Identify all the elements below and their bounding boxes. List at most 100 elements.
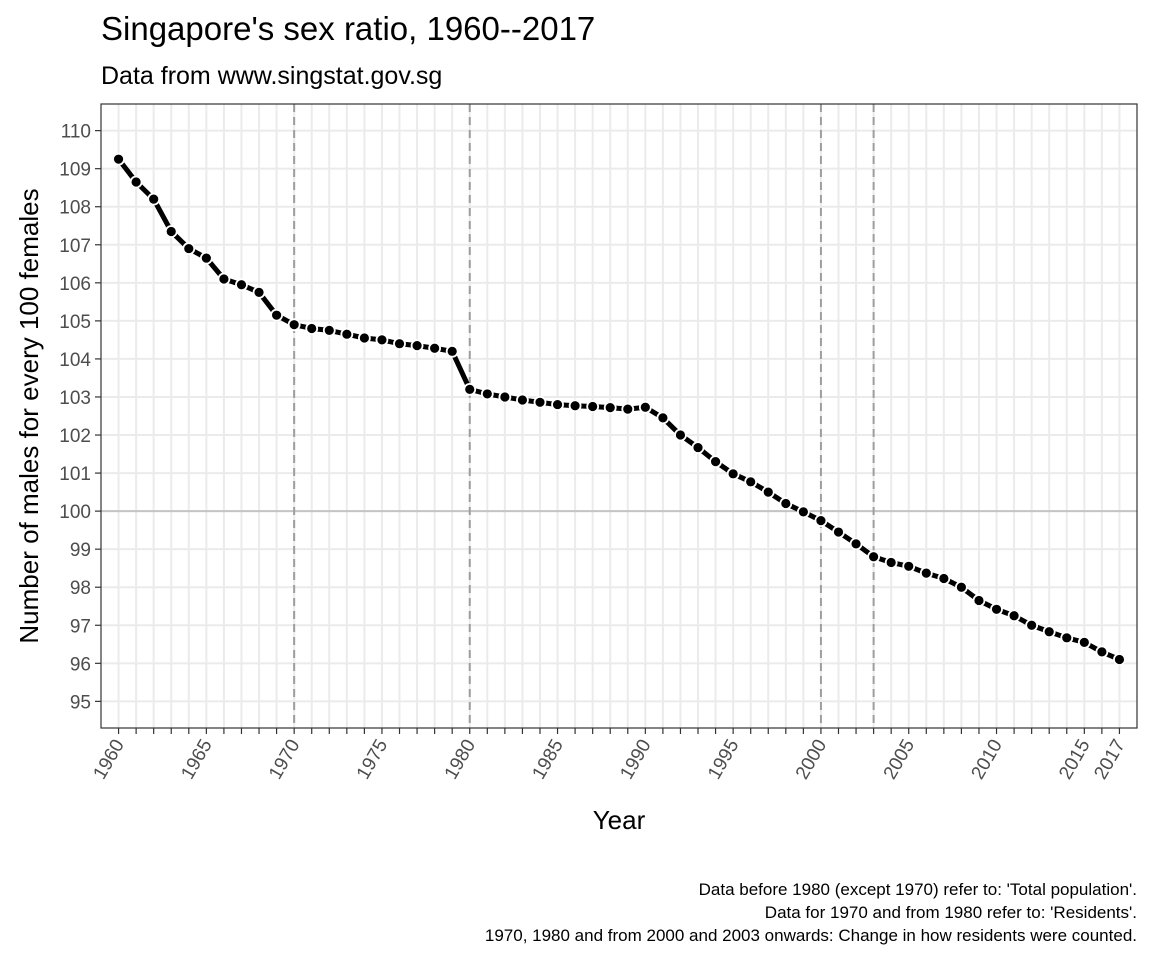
data-point [1077, 635, 1091, 649]
y-tick-label: 109 [59, 160, 91, 181]
data-point [638, 400, 652, 414]
data-point [937, 572, 951, 585]
x-tick-label: 2017 [1090, 736, 1129, 783]
x-tick-label: 1965 [177, 736, 216, 783]
data-point [164, 225, 178, 238]
x-tick-label: 1985 [529, 736, 568, 783]
y-tick-label: 102 [59, 426, 91, 447]
caption-line-1: Data before 1980 (except 1970) refer to:… [699, 880, 1137, 899]
data-point [902, 559, 916, 573]
data-point [1007, 609, 1021, 623]
data-point [305, 322, 319, 335]
data-point [832, 525, 845, 539]
data-point [480, 387, 494, 401]
grid-lines [101, 104, 1137, 728]
data-point [990, 602, 1003, 616]
x-axis: 1960 1965 1970 1975 1980 1985 1990 1995 2000 2005… [90, 728, 1130, 783]
data-point [270, 308, 283, 322]
data-point [533, 395, 547, 409]
chart-subtitle: Data from www.singstat.gov.sg [101, 62, 442, 90]
data-point [445, 344, 459, 358]
data-point [814, 514, 828, 528]
data-point [428, 341, 442, 355]
data-point [340, 327, 354, 341]
data-point [761, 485, 775, 499]
y-tick-label: 99 [70, 540, 91, 561]
data-point [516, 393, 529, 407]
y-tick-label: 95 [70, 692, 91, 713]
data-point [603, 401, 617, 415]
data-point [217, 272, 231, 286]
data-point [867, 550, 881, 564]
y-tick-label: 97 [70, 616, 91, 637]
data-point [375, 333, 389, 347]
data-point [463, 382, 477, 396]
data-point [1042, 625, 1056, 639]
x-tick-label: 1990 [616, 736, 655, 783]
y-axis: 95 96 97 98 99 100 101 102 103 104 105 106 107 108 109… [59, 122, 101, 713]
data-point [779, 497, 793, 510]
series-line [116, 156, 1122, 663]
plot-panel-border [100, 103, 1138, 729]
data-point [919, 566, 933, 580]
data-point [726, 467, 740, 481]
y-tick-label: 105 [59, 312, 91, 333]
data-point [1113, 653, 1126, 666]
data-point [1060, 631, 1074, 645]
data-point [393, 337, 406, 351]
data-point [551, 398, 564, 411]
y-tick-label: 96 [70, 654, 91, 675]
data-point [235, 278, 248, 292]
x-tick-label: 1995 [704, 736, 743, 783]
y-tick-label: 100 [59, 502, 91, 523]
data-point [252, 285, 266, 299]
chart-title: Singapore's sex ratio, 1960--2017 [101, 10, 595, 47]
y-axis-title: Number of males for every 100 females [14, 188, 44, 643]
data-point [568, 399, 582, 413]
data-point [129, 175, 143, 189]
data-point [656, 411, 670, 425]
data-point [621, 402, 635, 416]
y-tick-label: 103 [59, 388, 91, 409]
caption-line-2: Data for 1970 and from 1980 refer to: 'R… [765, 903, 1137, 922]
data-point [972, 594, 986, 607]
data-point [1095, 645, 1109, 659]
data-point [357, 331, 371, 345]
x-tick-label: 2010 [968, 736, 1007, 783]
data-point [744, 475, 758, 489]
y-tick-label: 101 [59, 464, 91, 485]
y-tick-label: 108 [59, 198, 91, 219]
y-tick-label: 98 [70, 578, 91, 599]
data-point [709, 455, 722, 469]
x-tick-label: 2005 [880, 736, 919, 783]
data-point [691, 441, 705, 454]
data-point [884, 556, 898, 569]
caption-line-3: 1970, 1980 and from 2000 and 2003 onward… [485, 926, 1137, 945]
reference-lines [101, 104, 1137, 728]
y-tick-label: 110 [61, 122, 91, 143]
data-point [498, 390, 512, 404]
x-tick-label: 1970 [265, 736, 304, 783]
data-point [182, 242, 196, 255]
data-point [410, 339, 424, 353]
data-point [586, 400, 600, 413]
data-point [955, 580, 968, 594]
data-point [849, 537, 863, 551]
data-point [287, 318, 301, 332]
data-point [1025, 618, 1039, 632]
data-point [112, 152, 125, 166]
data-point [674, 428, 687, 442]
y-tick-label: 104 [59, 350, 91, 371]
data-point [322, 323, 336, 337]
series-sex-ratio [112, 152, 1126, 666]
data-point [199, 251, 213, 265]
x-tick-label: 1975 [353, 736, 392, 783]
x-tick-label: 1980 [441, 736, 480, 783]
y-tick-label: 106 [59, 274, 91, 295]
data-point [796, 505, 810, 519]
y-tick-label: 107 [59, 236, 91, 257]
x-tick-label: 2000 [792, 736, 831, 783]
x-tick-label: 1960 [90, 736, 129, 783]
data-point [147, 192, 161, 206]
